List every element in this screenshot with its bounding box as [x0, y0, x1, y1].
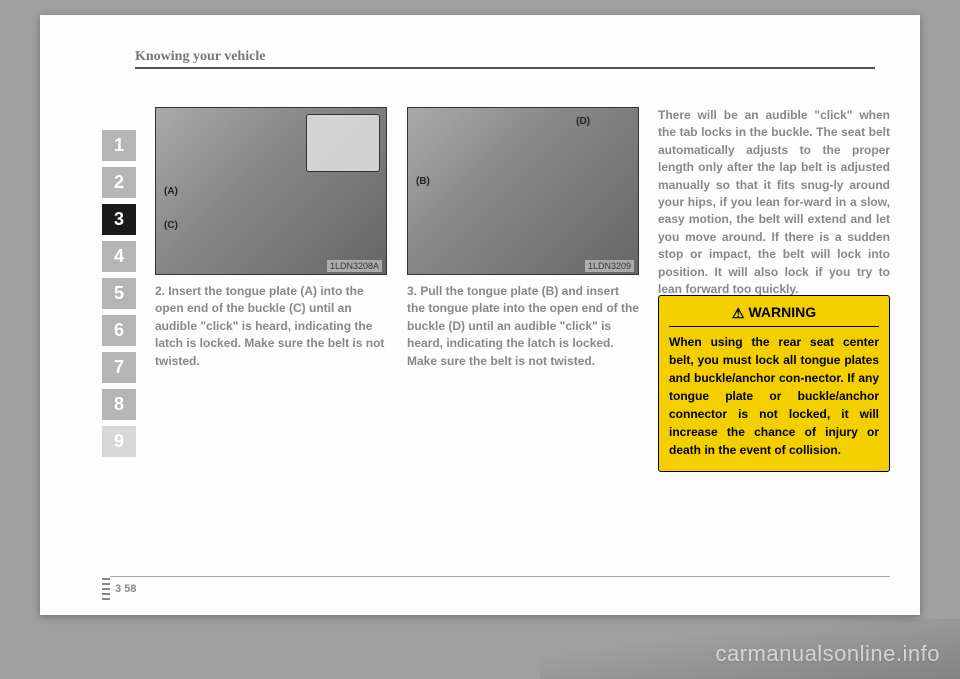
warning-header: ⚠WARNING — [669, 304, 879, 327]
figure-right: (B) (D) 1LDN3209 — [407, 107, 639, 275]
warning-body: When using the rear seat center belt, yo… — [669, 333, 879, 459]
page-number: 3 58 — [115, 583, 136, 595]
tab-2: 2 — [102, 167, 136, 198]
figure-left: (A) (C) 1LDN3208A — [155, 107, 387, 275]
footer-rule — [110, 576, 890, 577]
callout-b: (B) — [416, 176, 430, 187]
step-3-text: 3. Pull the tongue plate (B) and insert … — [407, 283, 639, 370]
figure-left-inset — [306, 114, 380, 172]
seat-photo-bg-2 — [408, 108, 638, 274]
tab-6: 6 — [102, 315, 136, 346]
tab-7: 7 — [102, 352, 136, 383]
watermark-text: carmanualsonline.info — [715, 641, 940, 667]
tab-1: 1 — [102, 130, 136, 161]
tab-8: 8 — [102, 389, 136, 420]
tab-9: 9 — [102, 426, 136, 457]
step-2-text: 2. Insert the tongue plate (A) into the … — [155, 283, 387, 370]
figure-right-label: 1LDN3209 — [585, 260, 634, 272]
callout-c: (C) — [164, 220, 178, 231]
callout-d: (D) — [576, 116, 590, 127]
figure-left-label: 1LDN3208A — [327, 260, 382, 272]
header-rule — [135, 67, 875, 69]
callout-a: (A) — [164, 186, 178, 197]
manual-page: Knowing your vehicle 1 2 3 4 5 6 7 8 9 (… — [40, 15, 920, 615]
tab-3: 3 — [102, 204, 136, 235]
warning-triangle-icon: ⚠ — [732, 305, 745, 322]
warning-box: ⚠WARNING When using the rear seat center… — [658, 295, 890, 472]
warning-title: WARNING — [748, 304, 816, 320]
description-text: There will be an audible "click" when th… — [658, 107, 890, 298]
tab-4: 4 — [102, 241, 136, 272]
tab-5: 5 — [102, 278, 136, 309]
chapter-tabs: 1 2 3 4 5 6 7 8 9 — [102, 130, 136, 463]
section-header: Knowing your vehicle — [135, 49, 265, 65]
footer-bars-icon — [102, 578, 110, 600]
